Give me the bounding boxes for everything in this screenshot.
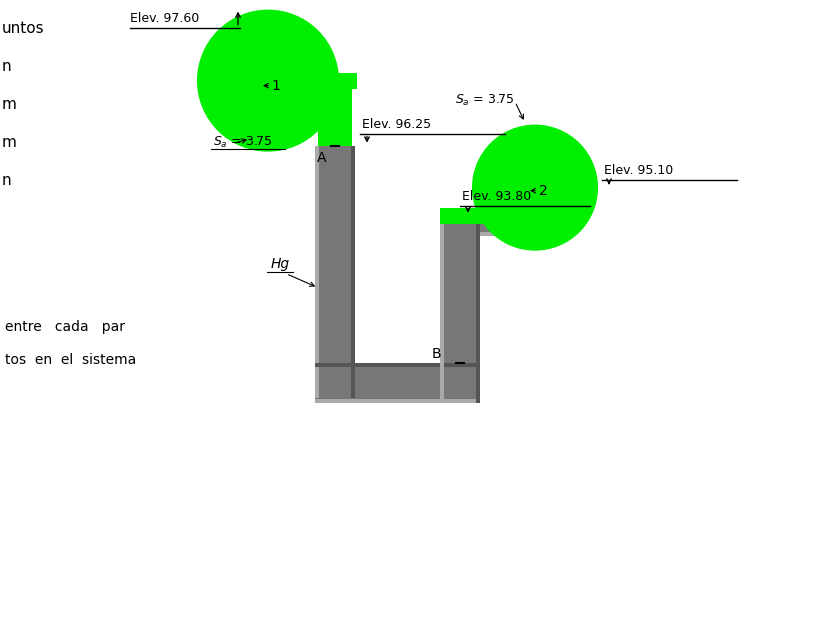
Circle shape <box>198 11 338 151</box>
Bar <box>351 146 355 398</box>
Bar <box>440 208 545 224</box>
Text: m: m <box>2 97 17 112</box>
Text: entre   cada   par: entre cada par <box>5 319 125 334</box>
Text: A: A <box>317 151 326 164</box>
Bar <box>268 72 357 89</box>
Text: Elev. 96.25: Elev. 96.25 <box>362 118 431 131</box>
Text: entre los conductos 1 y 2  y el sentido: entre los conductos 1 y 2 y el sentido <box>28 524 520 551</box>
Bar <box>480 196 545 199</box>
Text: n: n <box>2 173 12 188</box>
Bar <box>480 196 545 236</box>
Text: 1: 1 <box>271 79 280 92</box>
Bar <box>318 72 352 146</box>
Circle shape <box>473 126 597 249</box>
Text: Determinar la diferencia de presiones: Determinar la diferencia de presiones <box>28 476 515 502</box>
Bar <box>480 232 545 236</box>
Text: $S_a$ = 3.75: $S_a$ = 3.75 <box>455 92 515 108</box>
Bar <box>537 208 553 244</box>
Bar <box>315 146 355 398</box>
Bar <box>315 362 480 367</box>
Text: Hg: Hg <box>270 257 289 271</box>
Text: $S_a$ = 3.75: $S_a$ = 3.75 <box>213 134 273 150</box>
Text: Elev. 97.60: Elev. 97.60 <box>130 12 199 24</box>
Bar <box>476 216 480 402</box>
Text: untos: untos <box>2 21 44 36</box>
Text: Elev. 93.80: Elev. 93.80 <box>462 189 531 202</box>
Bar <box>315 362 480 403</box>
Text: del flujo si los conductos se unieran: del flujo si los conductos se unieran <box>28 572 489 599</box>
Text: 2: 2 <box>538 184 547 198</box>
Bar <box>315 399 480 402</box>
Text: m: m <box>2 134 17 149</box>
Bar <box>315 146 319 398</box>
Bar <box>440 216 444 402</box>
Text: Elev. 95.10: Elev. 95.10 <box>604 164 673 177</box>
Text: tos  en  el  sistema: tos en el sistema <box>5 352 136 367</box>
Text: n: n <box>2 59 12 74</box>
Text: B: B <box>432 347 441 361</box>
Bar <box>440 216 480 402</box>
